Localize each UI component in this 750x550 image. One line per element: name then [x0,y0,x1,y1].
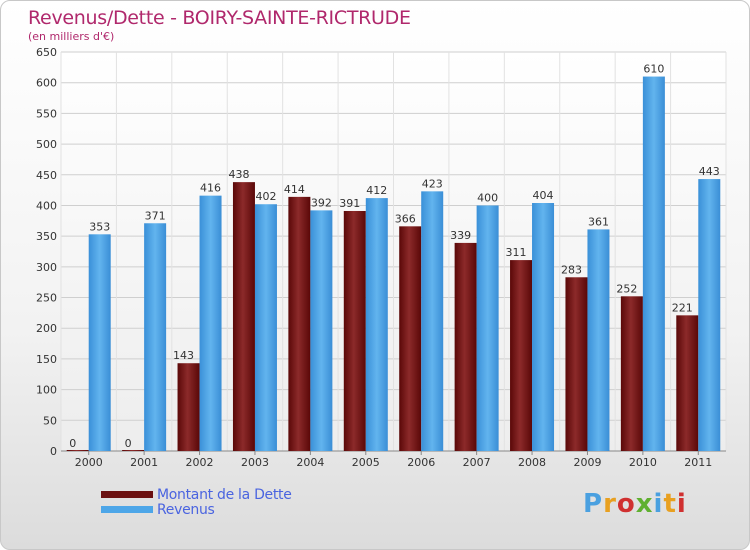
bar-dette [565,277,588,451]
bar-revenus [254,204,277,451]
y-tick-label: 100 [36,384,57,397]
x-tick-label: 2003 [241,456,269,469]
data-label-dette: 0 [125,437,132,450]
legend-label-revenus: Revenus [157,501,215,518]
data-label-revenus: 443 [699,165,720,178]
data-label-revenus: 412 [366,184,387,197]
data-label-revenus: 404 [533,189,554,202]
bar-dette [510,260,533,451]
data-label-revenus: 423 [422,177,443,190]
data-label-revenus: 371 [145,209,166,222]
data-label-revenus: 392 [311,196,332,209]
bar-revenus [698,179,721,451]
y-tick-label: 350 [36,230,57,243]
bar-revenus [144,223,167,451]
bar-dette [399,226,422,451]
bar-dette [66,450,89,451]
bar-revenus [421,191,444,451]
y-tick-label: 300 [36,261,57,274]
logo-letter: r [603,489,617,519]
data-label-dette: 283 [561,263,582,276]
data-label-dette: 143 [173,349,194,362]
bar-dette [122,450,145,451]
data-label-dette: 311 [506,246,527,259]
data-label-dette: 221 [672,301,693,314]
bar-revenus [532,203,555,451]
y-tick-label: 600 [36,77,57,90]
y-tick-label: 200 [36,322,57,335]
bar-dette [676,315,699,451]
logo-letter: i [676,489,687,519]
bar-dette [288,196,311,451]
y-tick-label: 50 [43,414,57,427]
y-tick-label: 150 [36,353,57,366]
bar-dette [177,363,200,451]
legend-swatch-revenus [101,506,153,513]
legend-item-dette: Montant de la Dette [101,486,292,503]
data-label-dette: 339 [450,229,471,242]
x-tick-label: 2009 [573,456,601,469]
x-tick-label: 2008 [518,456,546,469]
chart-subtitle: (en milliers d'€) [28,30,115,43]
x-tick-label: 2001 [130,456,158,469]
x-tick-label: 2007 [463,456,491,469]
bar-dette [232,182,255,452]
bar-revenus [587,229,610,451]
y-tick-label: 500 [36,138,57,151]
y-tick-label: 400 [36,199,57,212]
y-tick-label: 650 [36,46,57,59]
legend-swatch-dette [101,491,153,498]
logo-letter: x [635,489,654,519]
bar-revenus [310,210,333,451]
data-label-dette: 438 [228,168,249,181]
data-label-revenus: 610 [643,63,664,76]
bar-dette [620,296,643,451]
bar-revenus [642,76,665,452]
x-tick-label: 2006 [407,456,435,469]
x-tick-label: 2011 [684,456,712,469]
y-tick-label: 250 [36,292,57,305]
data-label-dette: 0 [69,437,76,450]
chart-title: Revenus/Dette - BOIRY-SAINTE-RICTRUDE [28,7,411,29]
data-label-dette: 391 [339,197,360,210]
y-tick-label: 450 [36,169,57,182]
legend-item-revenus: Revenus [101,501,292,518]
legend-label-dette: Montant de la Dette [157,486,292,503]
data-label-dette: 366 [395,212,416,225]
proxiti-logo: Proxiti [583,489,687,519]
y-tick-label: 550 [36,107,57,120]
x-tick-label: 2004 [296,456,324,469]
data-label-revenus: 416 [200,182,221,195]
x-tick-label: 2010 [629,456,657,469]
data-label-revenus: 353 [89,220,110,233]
bar-revenus [199,195,222,451]
logo-letter: o [616,489,636,519]
data-label-revenus: 402 [255,190,276,203]
bar-revenus [476,205,499,451]
bar-dette [454,242,477,451]
data-label-revenus: 361 [588,215,609,228]
data-label-revenus: 400 [477,191,498,204]
logo-letter: P [583,489,604,519]
legend: Montant de la Dette Revenus [101,486,292,518]
logo-letter: i [653,489,664,519]
data-label-dette: 252 [616,282,637,295]
y-tick-label: 0 [50,445,57,458]
bar-dette [343,210,366,451]
bar-revenus [88,234,111,451]
x-tick-label: 2000 [75,456,103,469]
logo-letter: t [663,489,677,519]
x-tick-label: 2002 [186,456,214,469]
data-label-dette: 414 [284,183,305,196]
bar-revenus [365,198,388,451]
x-tick-label: 2005 [352,456,380,469]
